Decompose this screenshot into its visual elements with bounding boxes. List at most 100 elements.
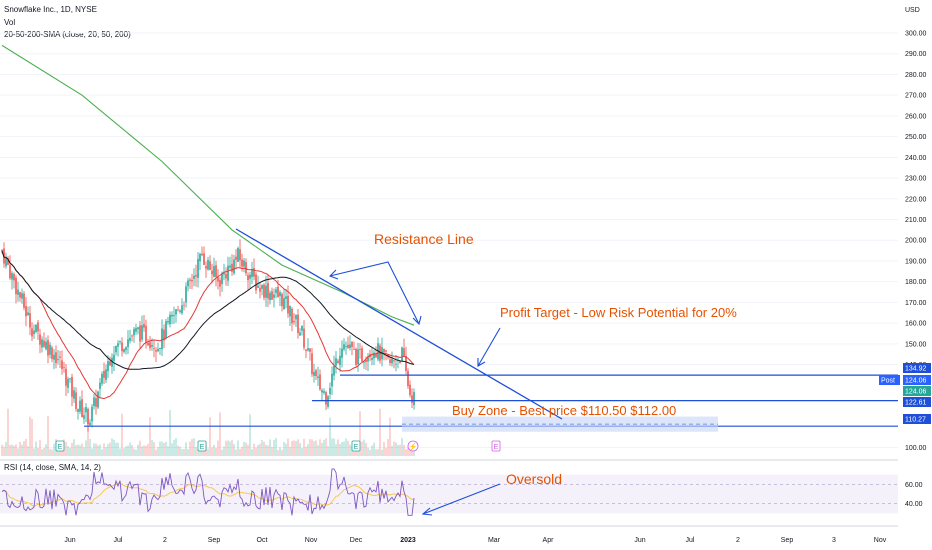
volume-bar [405, 449, 407, 456]
volume-bar [237, 440, 239, 456]
y-tick-label: 210.00 [905, 217, 927, 224]
volume-bar [389, 417, 391, 456]
volume-bar [83, 447, 85, 456]
candle-body [259, 287, 261, 292]
candle-body [239, 249, 241, 261]
candle-body [89, 422, 91, 426]
candle-body [341, 348, 343, 358]
volume-bar [273, 439, 275, 456]
y-tick-label: 100.00 [905, 445, 927, 452]
candle-body [107, 361, 109, 372]
candle-body [385, 350, 387, 352]
candle-body [149, 342, 151, 349]
candle-body [201, 253, 203, 256]
volume-bar [41, 449, 43, 456]
candle-body [65, 368, 67, 386]
volume-bar [37, 447, 39, 456]
candle-body [43, 340, 45, 347]
candle-body [251, 269, 253, 278]
volume-bar [81, 443, 83, 456]
volume-bar [243, 441, 245, 456]
volume-bar [189, 441, 191, 456]
volume-bar [317, 445, 319, 456]
candle-body [205, 266, 207, 269]
candle-body [383, 349, 385, 353]
candle-body [175, 309, 177, 315]
trend-lines [84, 228, 898, 432]
candle-body [93, 397, 95, 407]
volume-bar [227, 440, 229, 456]
candle-body [393, 360, 395, 362]
candle-body [61, 360, 63, 369]
volume-bar [141, 446, 143, 456]
price-label: 124.06 [905, 389, 927, 396]
volume-bar [263, 441, 265, 456]
volume-bar [177, 445, 179, 456]
candle-body [331, 373, 333, 387]
candle-body [129, 337, 131, 341]
candle-body [375, 353, 377, 358]
volume-bar [373, 442, 375, 456]
candle-body [321, 390, 323, 393]
volume-bar [393, 441, 395, 456]
price-label-tag [879, 375, 900, 385]
candle-body [249, 274, 251, 279]
arrow-head [421, 507, 433, 516]
volume-bar [395, 442, 397, 456]
candle-body [337, 360, 339, 364]
volume-bar [49, 449, 51, 456]
volume-bar [207, 448, 209, 456]
volume-bar [397, 444, 399, 456]
candle-body [57, 359, 59, 361]
volume-bar [337, 439, 339, 456]
volume-bar [401, 438, 403, 456]
candle-body [253, 267, 255, 277]
x-tick-label: Nov [874, 537, 887, 544]
rsi-line [1, 468, 415, 516]
volume-bar [387, 439, 389, 456]
volume-bar [93, 443, 95, 456]
volume-bar [193, 438, 195, 456]
volume-bar [215, 447, 217, 456]
candle-body [219, 280, 221, 287]
candle-body [111, 357, 113, 367]
volume-bar [103, 443, 105, 456]
candle-body [179, 310, 181, 312]
volume-bar [367, 447, 369, 456]
volume-bar [15, 444, 17, 456]
volume-bar [257, 444, 259, 456]
price-label-tag [903, 397, 931, 407]
candle-body [207, 259, 209, 270]
volume-bar [129, 442, 131, 456]
candle-body [195, 274, 197, 277]
volume-bar [11, 444, 13, 456]
candle-body [403, 348, 405, 357]
candle-body [103, 370, 105, 378]
volume-bar [363, 439, 365, 456]
volume-bar [311, 439, 313, 456]
volume-bar [255, 447, 257, 456]
candle-body [131, 335, 133, 337]
candle-body [307, 348, 309, 351]
sma-indicator-label[interactable]: 20-50-200-SMA (close, 20, 50, 200) [4, 30, 131, 39]
y-tick-label: 170.00 [905, 300, 927, 307]
rsi-indicator-label[interactable]: RSI (14, close, SMA, 14, 2) [4, 463, 101, 472]
volume-bar [281, 449, 283, 456]
candle-body [309, 348, 311, 352]
y-tick-label: 230.00 [905, 176, 927, 183]
volume-bar [291, 440, 293, 456]
y-tick-label: 160.00 [905, 321, 927, 328]
candle-body [45, 341, 47, 350]
candle-body [215, 265, 217, 277]
candle-body [19, 292, 21, 298]
candle-body [257, 285, 259, 288]
volume-bar [371, 445, 373, 456]
candle-body [391, 358, 393, 364]
resistance-annotation: Resistance Line [374, 231, 474, 247]
volume-bar [131, 444, 133, 456]
candle-body [221, 273, 223, 285]
volume-bar [253, 443, 255, 456]
candle-body [265, 285, 267, 298]
candle-body [9, 265, 11, 279]
